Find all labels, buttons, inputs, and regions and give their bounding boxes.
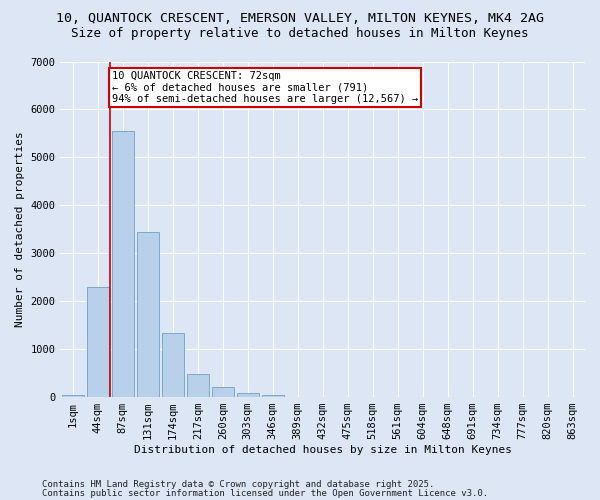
Text: Contains public sector information licensed under the Open Government Licence v3: Contains public sector information licen… xyxy=(42,489,488,498)
Bar xyxy=(236,393,259,397)
X-axis label: Distribution of detached houses by size in Milton Keynes: Distribution of detached houses by size … xyxy=(134,445,512,455)
Bar xyxy=(212,388,234,397)
Bar xyxy=(112,130,134,397)
Y-axis label: Number of detached properties: Number of detached properties xyxy=(15,132,25,327)
Bar xyxy=(161,334,184,397)
Bar xyxy=(262,395,284,397)
Text: Contains HM Land Registry data © Crown copyright and database right 2025.: Contains HM Land Registry data © Crown c… xyxy=(42,480,434,489)
Bar xyxy=(86,287,109,397)
Bar xyxy=(137,232,159,397)
Bar xyxy=(62,394,84,397)
Bar xyxy=(187,374,209,397)
Text: 10 QUANTOCK CRESCENT: 72sqm
← 6% of detached houses are smaller (791)
94% of sem: 10 QUANTOCK CRESCENT: 72sqm ← 6% of deta… xyxy=(112,71,418,104)
Text: 10, QUANTOCK CRESCENT, EMERSON VALLEY, MILTON KEYNES, MK4 2AG: 10, QUANTOCK CRESCENT, EMERSON VALLEY, M… xyxy=(56,12,544,26)
Text: Size of property relative to detached houses in Milton Keynes: Size of property relative to detached ho… xyxy=(71,28,529,40)
